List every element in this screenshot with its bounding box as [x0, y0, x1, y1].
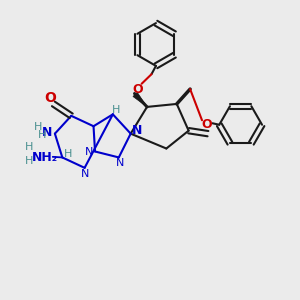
- Text: H: H: [25, 142, 33, 152]
- Text: O: O: [44, 91, 56, 105]
- Text: N: N: [132, 124, 142, 137]
- Text: N: N: [116, 158, 124, 168]
- Text: N: N: [81, 169, 89, 179]
- Text: N: N: [85, 147, 93, 157]
- Text: N: N: [41, 126, 52, 139]
- Text: O: O: [201, 118, 212, 131]
- Text: H: H: [34, 122, 43, 132]
- Text: H: H: [64, 149, 73, 159]
- Text: O: O: [133, 82, 143, 96]
- Text: H: H: [38, 130, 46, 140]
- Text: H: H: [112, 105, 121, 115]
- Text: H: H: [25, 156, 33, 166]
- Text: NH₂: NH₂: [32, 151, 58, 164]
- Polygon shape: [133, 92, 147, 107]
